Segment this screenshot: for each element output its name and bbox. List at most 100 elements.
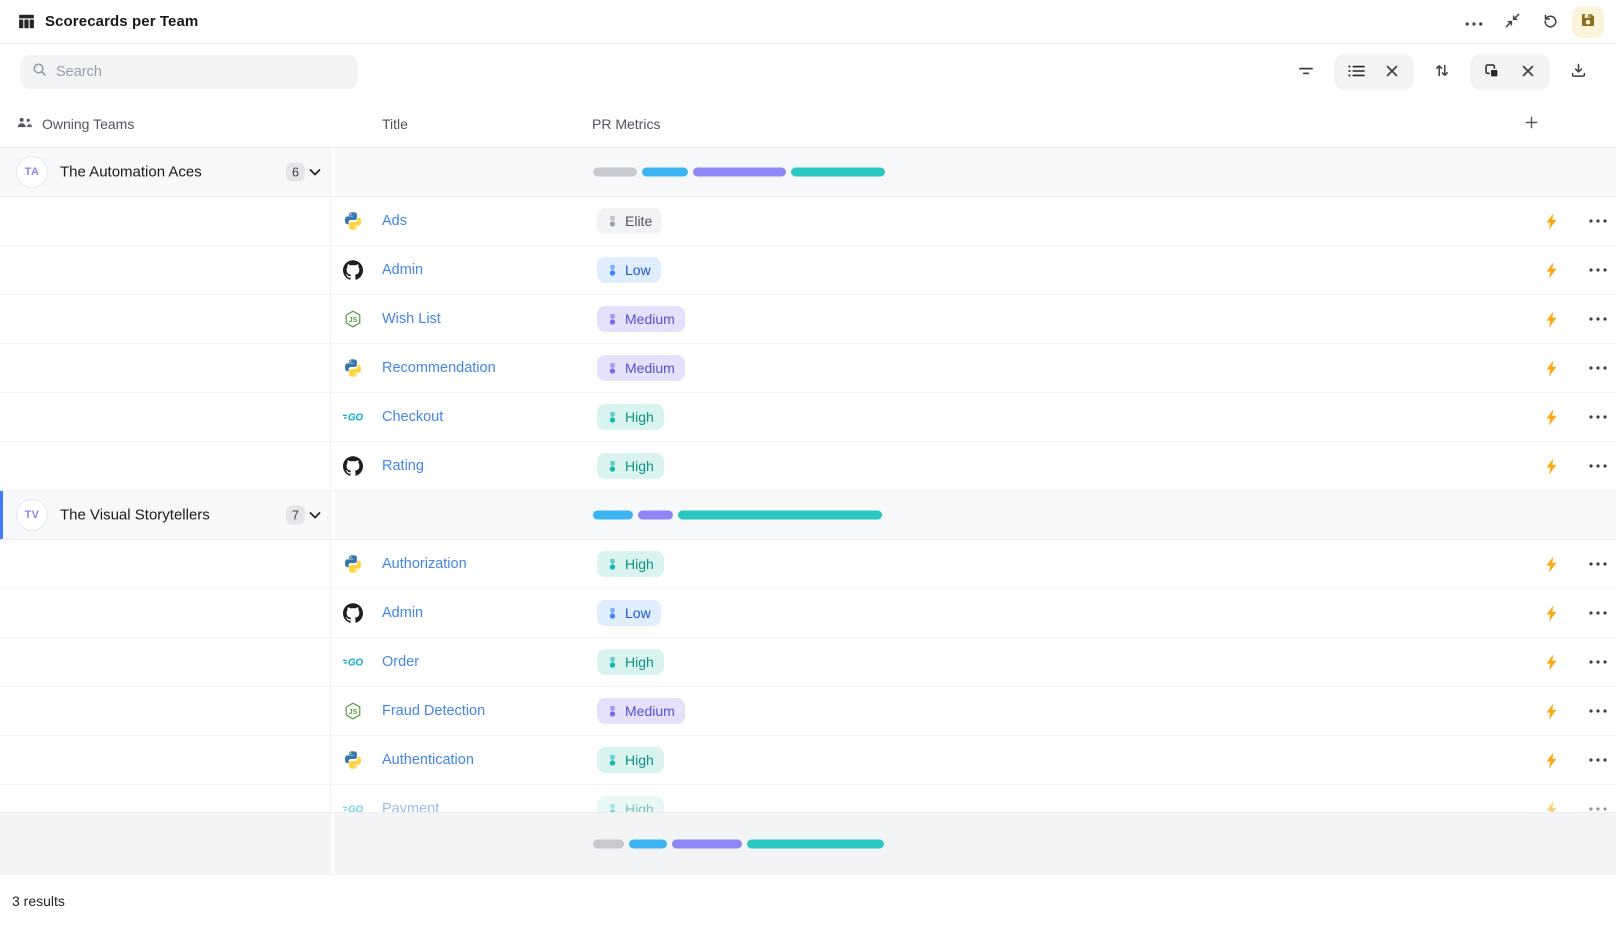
view-header: Scorecards per Team [0, 0, 1616, 44]
filter-button[interactable] [1292, 58, 1320, 86]
table-row[interactable]: JS Fraud Detection Medium [0, 687, 1616, 736]
pr-metrics-badge: High [597, 551, 664, 577]
bar-segment-teal [747, 839, 884, 849]
row-menu-button[interactable] [1588, 752, 1608, 768]
pr-metrics-level: High [625, 654, 654, 670]
teams-icon [16, 116, 33, 132]
row-menu-button[interactable] [1588, 556, 1608, 572]
table-row[interactable]: JS Wish List Medium [0, 295, 1616, 344]
row-menu-button[interactable] [1588, 311, 1608, 327]
entity-link[interactable]: Ads [382, 213, 407, 229]
chevron-down-icon[interactable] [307, 508, 322, 523]
column-title[interactable]: Title [382, 116, 408, 132]
sort-button[interactable] [1428, 58, 1456, 86]
entity-link[interactable]: Admin [382, 262, 424, 278]
lightning-icon[interactable] [1543, 702, 1559, 720]
row-menu-button[interactable] [1588, 360, 1608, 376]
row-menu-button[interactable] [1588, 801, 1608, 817]
entity-link[interactable]: Fraud Detection [382, 703, 486, 719]
add-column-button[interactable] [1518, 111, 1544, 137]
pr-metrics-badge: Medium [597, 306, 685, 332]
list-view-button[interactable] [1342, 58, 1370, 86]
lightning-icon[interactable] [1543, 555, 1559, 573]
column-label: PR Metrics [592, 115, 661, 132]
list-settings-chip [1334, 54, 1414, 90]
more-options-button[interactable] [1458, 6, 1490, 38]
pr-metrics-level: Elite [625, 213, 653, 229]
clear-list-button[interactable] [1378, 58, 1406, 86]
go-icon: GO [343, 651, 369, 673]
lightning-icon[interactable] [1543, 359, 1559, 377]
chevron-down-icon[interactable] [307, 165, 322, 180]
group-row[interactable]: TA The Automation Aces 6 [0, 148, 1616, 197]
lightning-icon[interactable] [1543, 310, 1559, 328]
table-row[interactable]: Authorization High [0, 540, 1616, 589]
entity-link[interactable]: Authentication [382, 752, 474, 768]
lightning-icon[interactable] [1543, 604, 1559, 622]
table-row[interactable]: Rating High [0, 442, 1616, 491]
pr-metrics-badge: Elite [597, 208, 663, 234]
table-row[interactable]: Admin Low [0, 246, 1616, 295]
row-menu-button[interactable] [1588, 262, 1608, 278]
team-count-badge: 6 [286, 162, 305, 182]
undo-button[interactable] [1534, 6, 1566, 38]
lightning-icon[interactable] [1543, 800, 1559, 818]
search-box[interactable] [20, 55, 358, 89]
clear-group-button[interactable] [1514, 58, 1542, 86]
column-pr-metrics[interactable]: PR Metrics [592, 116, 660, 132]
row-menu-button[interactable] [1588, 409, 1608, 425]
row-menu-button[interactable] [1588, 605, 1608, 621]
group-row[interactable]: TV The Visual Storytellers 7 [0, 491, 1616, 540]
pr-metrics-level: High [625, 409, 654, 425]
lightning-icon[interactable] [1543, 408, 1559, 426]
collapse-button[interactable] [1496, 6, 1528, 38]
metrics-distribution-bar [593, 167, 885, 177]
python-icon [343, 357, 369, 379]
lightning-icon[interactable] [1543, 751, 1559, 769]
entity-link[interactable]: Admin [382, 605, 424, 621]
entity-link[interactable]: Wish List [382, 311, 441, 327]
lightning-icon[interactable] [1543, 212, 1559, 230]
table-row[interactable]: Authentication High [0, 736, 1616, 785]
row-menu-button[interactable] [1588, 213, 1608, 229]
go-icon: GO [343, 406, 369, 428]
column-owning-teams[interactable]: Owning Teams [16, 116, 134, 132]
table-row[interactable]: GO Order High [0, 638, 1616, 687]
export-button[interactable] [1564, 58, 1592, 86]
table-row[interactable]: Admin Low [0, 589, 1616, 638]
medal-icon [607, 313, 618, 326]
summary-distribution-bar [593, 839, 884, 849]
lightning-icon[interactable] [1543, 261, 1559, 279]
group-by-button[interactable] [1478, 58, 1506, 86]
medal-icon [607, 607, 618, 620]
search-icon [32, 62, 47, 82]
team-avatar: TV [16, 499, 48, 531]
search-input[interactable] [56, 64, 346, 80]
entity-link[interactable]: Checkout [382, 409, 444, 425]
save-button[interactable] [1572, 5, 1604, 38]
table-row[interactable]: Recommendation Medium [0, 344, 1616, 393]
table-row[interactable]: GO Checkout High [0, 393, 1616, 442]
github-icon [343, 455, 369, 477]
pr-metrics-badge: Medium [597, 698, 685, 724]
header-actions [1458, 5, 1604, 38]
bar-segment-teal [678, 510, 882, 520]
python-icon [343, 749, 369, 771]
group-by-icon [1484, 63, 1500, 82]
pr-metrics-badge: High [597, 404, 664, 430]
collapse-icon [1504, 12, 1521, 32]
entity-link[interactable]: Authorization [382, 556, 467, 572]
entity-link[interactable]: Order [382, 654, 420, 670]
row-menu-button[interactable] [1588, 654, 1608, 670]
python-icon [343, 553, 369, 575]
medal-icon [607, 460, 618, 473]
lightning-icon[interactable] [1543, 457, 1559, 475]
entity-link[interactable]: Rating [382, 458, 424, 474]
medal-icon [607, 754, 618, 767]
entity-link[interactable]: Recommendation [382, 360, 496, 376]
row-menu-button[interactable] [1588, 703, 1608, 719]
table-row[interactable]: Ads Elite [0, 197, 1616, 246]
lightning-icon[interactable] [1543, 653, 1559, 671]
row-menu-button[interactable] [1588, 458, 1608, 474]
